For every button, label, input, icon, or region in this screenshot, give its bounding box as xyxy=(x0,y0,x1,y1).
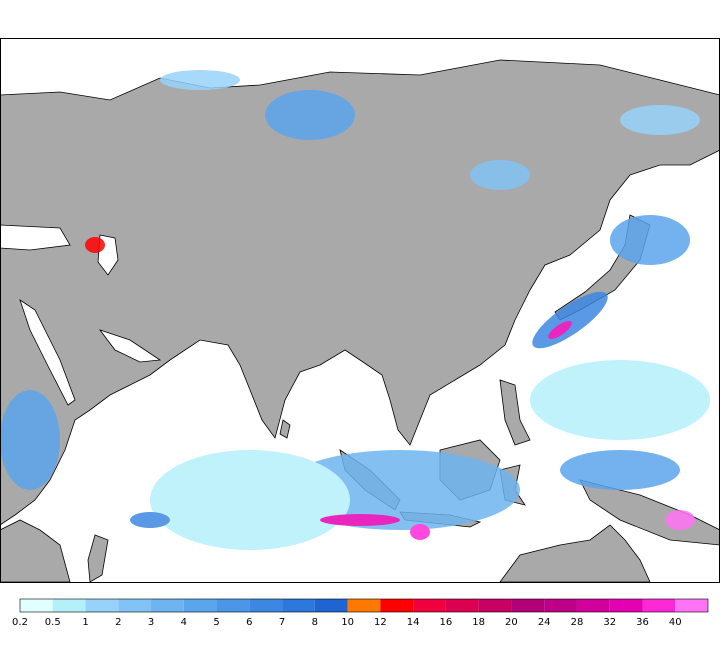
colorbar: 0.2 0.5 1 2 3 4 5 6 7 8 10 12 14 16 18 20 24 28 32 36 40 xyxy=(12,598,709,628)
colorbar-box xyxy=(642,599,676,612)
rain-area xyxy=(620,105,700,135)
colorbar-box xyxy=(52,599,86,612)
colorbar-box xyxy=(216,599,250,612)
rain-area xyxy=(0,390,60,490)
colorbar-label: 12 xyxy=(374,617,387,628)
colorbar-label: 8 xyxy=(312,617,318,628)
philippines xyxy=(499,379,531,446)
rain-area xyxy=(160,70,240,90)
colorbar-box xyxy=(183,599,217,612)
colorbar-box xyxy=(282,599,315,612)
colorbar-box xyxy=(675,599,708,612)
colorbar-box xyxy=(576,599,610,612)
colorbar-label: 16 xyxy=(440,617,453,628)
madagascar xyxy=(87,534,109,583)
rain-area xyxy=(470,160,530,190)
colorbar-box xyxy=(118,599,152,612)
rain-area xyxy=(130,512,170,528)
colorbar-frame xyxy=(19,598,709,613)
rain-area xyxy=(665,510,695,530)
colorbar-box xyxy=(609,599,643,612)
colorbar-box xyxy=(20,599,53,612)
colorbar-box xyxy=(151,599,184,612)
precipitation xyxy=(0,70,710,550)
colorbar-label: 0.5 xyxy=(45,617,61,628)
colorbar-label: 28 xyxy=(571,617,584,628)
colorbar-label: 24 xyxy=(538,617,551,628)
colorbar-box xyxy=(347,599,381,612)
colorbar-box xyxy=(544,599,577,612)
rain-area xyxy=(560,450,680,490)
colorbar-box xyxy=(380,599,414,612)
colorbar-label: 5 xyxy=(213,617,219,628)
colorbar-box xyxy=(413,599,446,612)
colorbar-box xyxy=(478,599,512,612)
colorbar-label: 0.2 xyxy=(12,617,28,628)
rain-area xyxy=(150,450,350,550)
rain-area xyxy=(410,524,430,540)
colorbar-label: 10 xyxy=(341,617,354,628)
colorbar-box xyxy=(85,599,119,612)
colorbar-label: 40 xyxy=(669,617,682,628)
australia xyxy=(499,524,651,583)
colorbar-label: 18 xyxy=(472,617,485,628)
rain-area xyxy=(320,514,400,526)
africa xyxy=(0,519,71,583)
red-sea xyxy=(19,299,76,406)
colorbar-label: 14 xyxy=(407,617,420,628)
colorbar-label: 7 xyxy=(279,617,285,628)
rain-area xyxy=(85,237,105,253)
colorbar-box xyxy=(249,599,283,612)
sri-lanka xyxy=(279,419,291,439)
eurasia xyxy=(0,59,720,526)
rain-area xyxy=(530,360,710,440)
rain-area xyxy=(610,215,690,265)
colorbar-label: 3 xyxy=(148,617,154,628)
colorbar-box xyxy=(511,599,545,612)
rain-area xyxy=(265,90,355,140)
colorbar-label: 36 xyxy=(636,617,649,628)
rain-area xyxy=(548,320,572,340)
colorbar-label: 20 xyxy=(505,617,518,628)
colorbar-label: 4 xyxy=(181,617,187,628)
colorbar-label: 2 xyxy=(115,617,121,628)
colorbar-box xyxy=(445,599,479,612)
black-sea xyxy=(0,224,71,251)
colorbar-label: 32 xyxy=(603,617,616,628)
colorbar-label: 1 xyxy=(82,617,88,628)
colorbar-box xyxy=(314,599,348,612)
colorbar-label: 6 xyxy=(246,617,252,628)
gulf xyxy=(98,329,162,363)
